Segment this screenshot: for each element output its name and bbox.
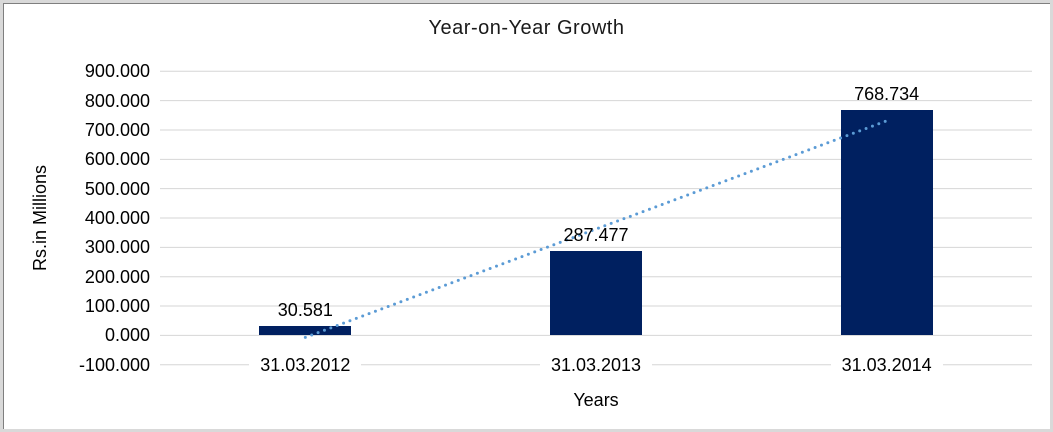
bar-value-label: 287.477 bbox=[563, 225, 629, 246]
x-axis-title: Years bbox=[573, 390, 619, 410]
y-axis-tick-label: 700.000 bbox=[84, 119, 150, 140]
x-axis-category-label: 31.03.2013 bbox=[540, 354, 652, 376]
y-axis-tick-label: 300.000 bbox=[84, 237, 150, 258]
y-axis-tick-label: 200.000 bbox=[84, 266, 150, 287]
bar bbox=[840, 109, 933, 336]
y-axis-tick-label: 100.000 bbox=[84, 296, 150, 317]
bar bbox=[259, 326, 352, 336]
bar-value-label: 30.581 bbox=[277, 300, 333, 321]
x-axis-category-label: 31.03.2014 bbox=[830, 354, 943, 376]
y-axis-tick-label: 900.000 bbox=[84, 61, 150, 82]
bar bbox=[550, 251, 642, 336]
y-axis-tick-label: 500.000 bbox=[84, 178, 150, 199]
y-axis-tick-label: 400.000 bbox=[84, 208, 150, 229]
y-axis-tick-label: -100.000 bbox=[78, 354, 150, 375]
y-axis-tick-label: 0.000 bbox=[104, 325, 150, 346]
x-axis-category-label: 31.03.2012 bbox=[249, 354, 362, 376]
bar-value-label: 768.734 bbox=[854, 83, 920, 104]
y-axis-tick-label: 800.000 bbox=[84, 90, 150, 111]
y-axis-tick-label: 600.000 bbox=[84, 149, 150, 170]
chart-title: Year-on-Year Growth bbox=[428, 17, 625, 39]
y-axis-title: Rs.in Millions bbox=[30, 164, 50, 272]
